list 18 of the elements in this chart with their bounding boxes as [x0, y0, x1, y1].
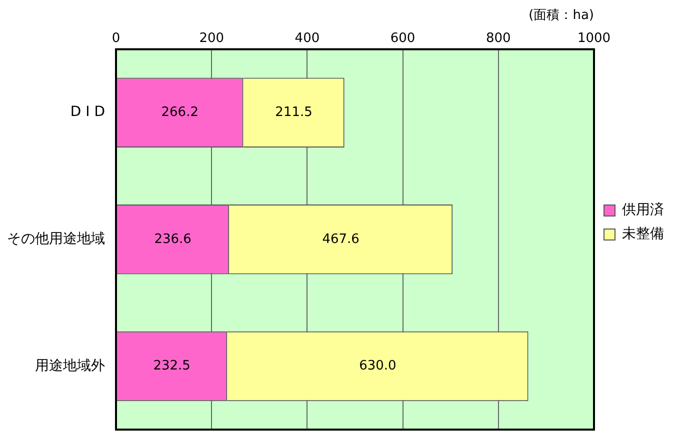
- data-label: 630.0: [359, 358, 396, 374]
- x-tick-label: 1000: [577, 30, 611, 46]
- x-tick-label: 600: [390, 30, 416, 46]
- y-tick-label: D I D: [70, 104, 105, 120]
- x-tick-label: 400: [294, 30, 320, 46]
- x-tick-label: 200: [199, 30, 224, 46]
- data-label: 211.5: [275, 104, 312, 120]
- data-label: 467.6: [322, 232, 360, 247]
- data-label: 266.2: [161, 104, 198, 120]
- x-tick-label: 0: [112, 30, 120, 46]
- legend-label: 供用済: [622, 202, 664, 218]
- x-axis-title: (面積：ha): [528, 8, 594, 24]
- data-label: 236.6: [154, 232, 192, 247]
- x-tick-label: 800: [486, 30, 511, 46]
- y-tick-label: その他用途地域: [7, 231, 105, 248]
- y-tick-label: 用途地域外: [35, 358, 105, 374]
- legend-label: 未整備: [622, 226, 664, 242]
- data-label: 232.5: [153, 358, 190, 374]
